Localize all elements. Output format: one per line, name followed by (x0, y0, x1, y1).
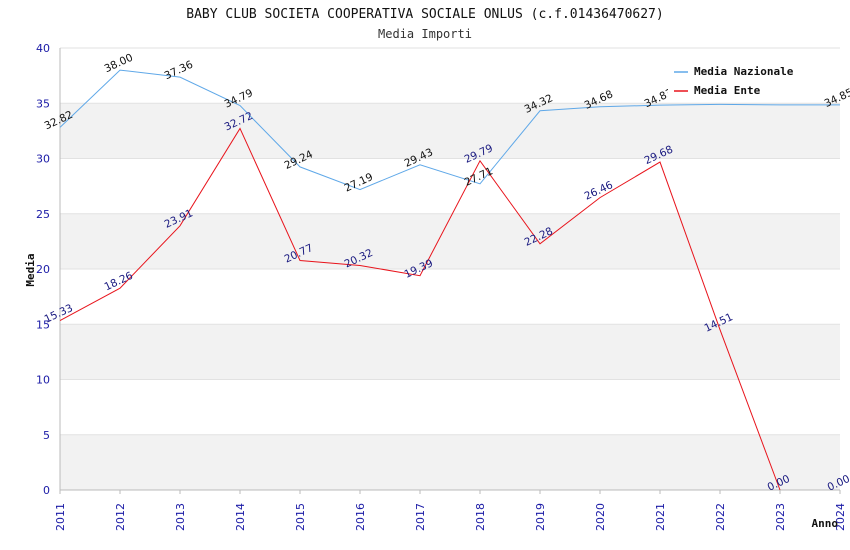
background-band (60, 213, 840, 269)
y-tick-label: 5 (43, 429, 50, 442)
background-band (60, 379, 840, 435)
legend-label-ente: Media Ente (694, 84, 761, 97)
chart-title: BABY CLUB SOCIETA COOPERATIVA SOCIALE ON… (186, 7, 663, 22)
y-tick-label: 30 (36, 153, 50, 166)
legend: Media Nazionale Media Ente (668, 60, 810, 100)
series-line-media-nazionale (59, 69, 840, 191)
y-tick-label: 0 (43, 484, 50, 497)
x-tick-label: 2017 (414, 503, 427, 531)
series-lines (59, 69, 840, 491)
x-tick-label: 2012 (114, 503, 127, 531)
x-tick-label: 2016 (354, 503, 367, 531)
background-band (60, 158, 840, 214)
x-tick-label: 2020 (594, 503, 607, 531)
series-line-media-ente (59, 127, 781, 491)
y-tick-labels: 0 5 10 15 20 25 30 35 40 (36, 42, 50, 497)
y-tick-label: 35 (36, 97, 50, 110)
y-tick-label: 25 (36, 208, 50, 221)
background-band (60, 434, 840, 490)
legend-box (668, 60, 810, 100)
background-band (60, 103, 840, 159)
y-tick-label: 40 (36, 42, 50, 55)
x-tick-label: 2019 (534, 503, 547, 531)
background-bands (60, 48, 840, 490)
x-tick-label: 2021 (654, 503, 667, 531)
x-tick-label: 2018 (474, 503, 487, 531)
x-tick-labels: 2011 2012 2013 2014 2015 2016 2017 2018 2019 2020… (54, 490, 847, 531)
x-tick-label: 2013 (174, 503, 187, 531)
x-tick-label: 2022 (714, 503, 727, 531)
x-tick-label: 2015 (294, 503, 307, 531)
x-tick-label: 2023 (774, 503, 787, 531)
x-tick-label: 2014 (234, 503, 247, 531)
legend-label-nazionale: Media Nazionale (694, 65, 794, 78)
y-tick-label: 20 (36, 263, 50, 276)
background-band (60, 269, 840, 325)
y-axis-label: Media (24, 253, 37, 286)
x-tick-label: 2024 (834, 503, 847, 531)
y-tick-label: 15 (36, 318, 50, 331)
x-tick-label: 2011 (54, 503, 67, 531)
x-axis-label: Anno (812, 517, 839, 530)
chart-subtitle: Media Importi (378, 27, 472, 41)
y-tick-label: 10 (36, 374, 50, 387)
background-band (60, 324, 840, 380)
